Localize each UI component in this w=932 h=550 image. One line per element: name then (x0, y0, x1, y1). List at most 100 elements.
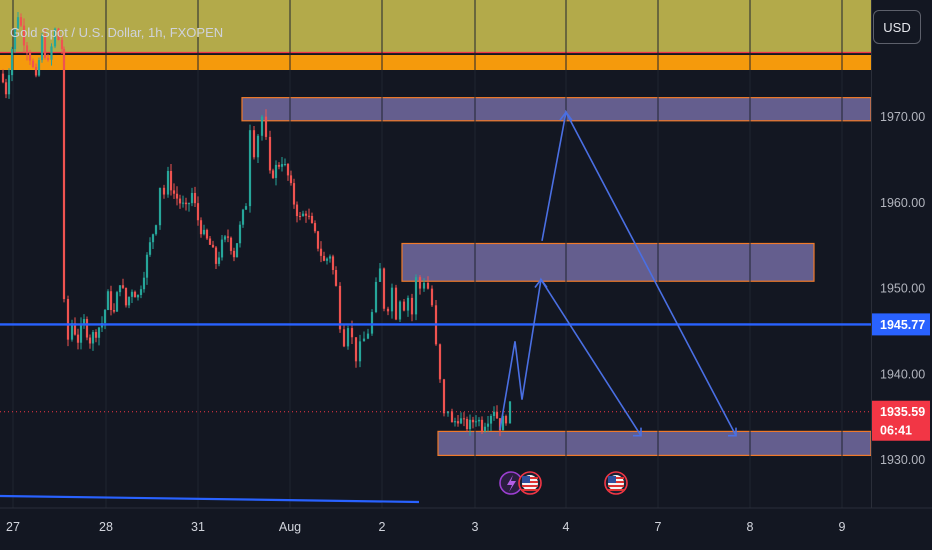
candle-body (346, 328, 350, 347)
price-tick: 1940.00 (880, 367, 925, 381)
candle-body (283, 163, 287, 165)
candle-body (328, 256, 332, 259)
candle-body (325, 258, 329, 261)
arrow-head-2 (559, 110, 573, 121)
candle-body (504, 416, 508, 424)
candle-body (220, 239, 224, 258)
candle-body (277, 164, 281, 167)
arrow-head-3 (633, 427, 642, 437)
candle-body (358, 341, 362, 362)
candle-body (151, 234, 155, 243)
candle-body (37, 60, 41, 76)
candle-body (43, 35, 47, 58)
candle-body (238, 224, 242, 244)
candle-body (79, 324, 83, 343)
candle-body (453, 421, 457, 423)
price-tick: 1950.00 (880, 282, 925, 296)
candle-body (394, 287, 398, 320)
candle-body (244, 206, 248, 210)
candle-body (256, 135, 260, 158)
candle-body (133, 291, 137, 298)
candle-body (22, 25, 26, 46)
price-tick: 1930.00 (880, 453, 925, 467)
time-tick: 28 (99, 520, 113, 534)
time-tick: 3 (472, 520, 479, 534)
candle-body (370, 312, 374, 334)
candle-body (169, 170, 173, 191)
candle-body (57, 28, 60, 40)
candle-body (498, 418, 502, 431)
line-layer (0, 323, 871, 504)
candle-body (34, 66, 38, 76)
candle-body (66, 299, 70, 340)
currency-button[interactable]: USD (873, 10, 921, 44)
candle-body (62, 49, 66, 300)
candle-body (241, 209, 245, 225)
candle-body (508, 401, 512, 424)
price-tick: 1970.00 (880, 110, 925, 124)
horizontal-line-label: 1945.77 (880, 318, 925, 332)
candle-body (264, 116, 268, 137)
candle-body (456, 421, 460, 424)
candle-body (322, 255, 326, 261)
candle-body (175, 193, 179, 199)
zone-rect-2 (401, 242, 815, 282)
candle-body (73, 323, 77, 335)
candle-body (145, 254, 149, 278)
candle-body (477, 419, 481, 422)
event-layer (499, 471, 628, 495)
candle-body (295, 204, 299, 217)
candle-body (166, 170, 170, 195)
candle-body (319, 248, 323, 256)
candle-body (474, 421, 478, 423)
candle-body (268, 136, 272, 171)
candle-body (4, 82, 8, 95)
candle-body (313, 223, 317, 232)
candle-body (127, 296, 131, 306)
lightning-bolt (507, 475, 516, 492)
candle-body (350, 328, 354, 338)
candle-body (398, 301, 402, 320)
top-zone (0, 0, 871, 52)
candle-layer (1, 11, 512, 437)
candle-body (459, 418, 463, 424)
candle-body (196, 203, 200, 221)
candle-body (430, 288, 434, 306)
candle-body (136, 294, 140, 298)
candle-body (106, 291, 110, 310)
candle-body (154, 225, 158, 235)
candle-body (354, 337, 358, 362)
us-flag-icon-1-stripe (522, 485, 538, 487)
candle-body (471, 419, 475, 423)
candle-body (162, 187, 166, 195)
candle-body (53, 28, 57, 47)
candle-body (286, 163, 290, 176)
candle-body (495, 411, 499, 419)
candle-body (462, 418, 466, 420)
zone-layer (0, 0, 872, 457)
candle-body (402, 301, 406, 311)
time-tick: 8 (747, 520, 754, 534)
candle-body (76, 334, 80, 343)
candle-body (94, 332, 98, 338)
candle-body (70, 323, 74, 340)
candle-body (271, 170, 275, 178)
candle-body (158, 187, 162, 226)
us-flag-icon-1-canton (522, 476, 530, 483)
time-tick: 2 (379, 520, 386, 534)
candle-body (386, 308, 390, 312)
candle-body (235, 243, 239, 258)
us-flag-icon-2-stripe (608, 489, 624, 491)
candle-body (178, 198, 182, 204)
candle-body (260, 116, 264, 136)
candle-body (226, 236, 230, 238)
candle-body (88, 337, 92, 344)
candle-body (214, 247, 218, 264)
candle-body (91, 332, 95, 344)
candle-body (486, 423, 490, 427)
candle-body (442, 379, 446, 414)
candle-body (342, 329, 346, 347)
candle-body (252, 130, 256, 158)
candle-body (115, 292, 119, 312)
